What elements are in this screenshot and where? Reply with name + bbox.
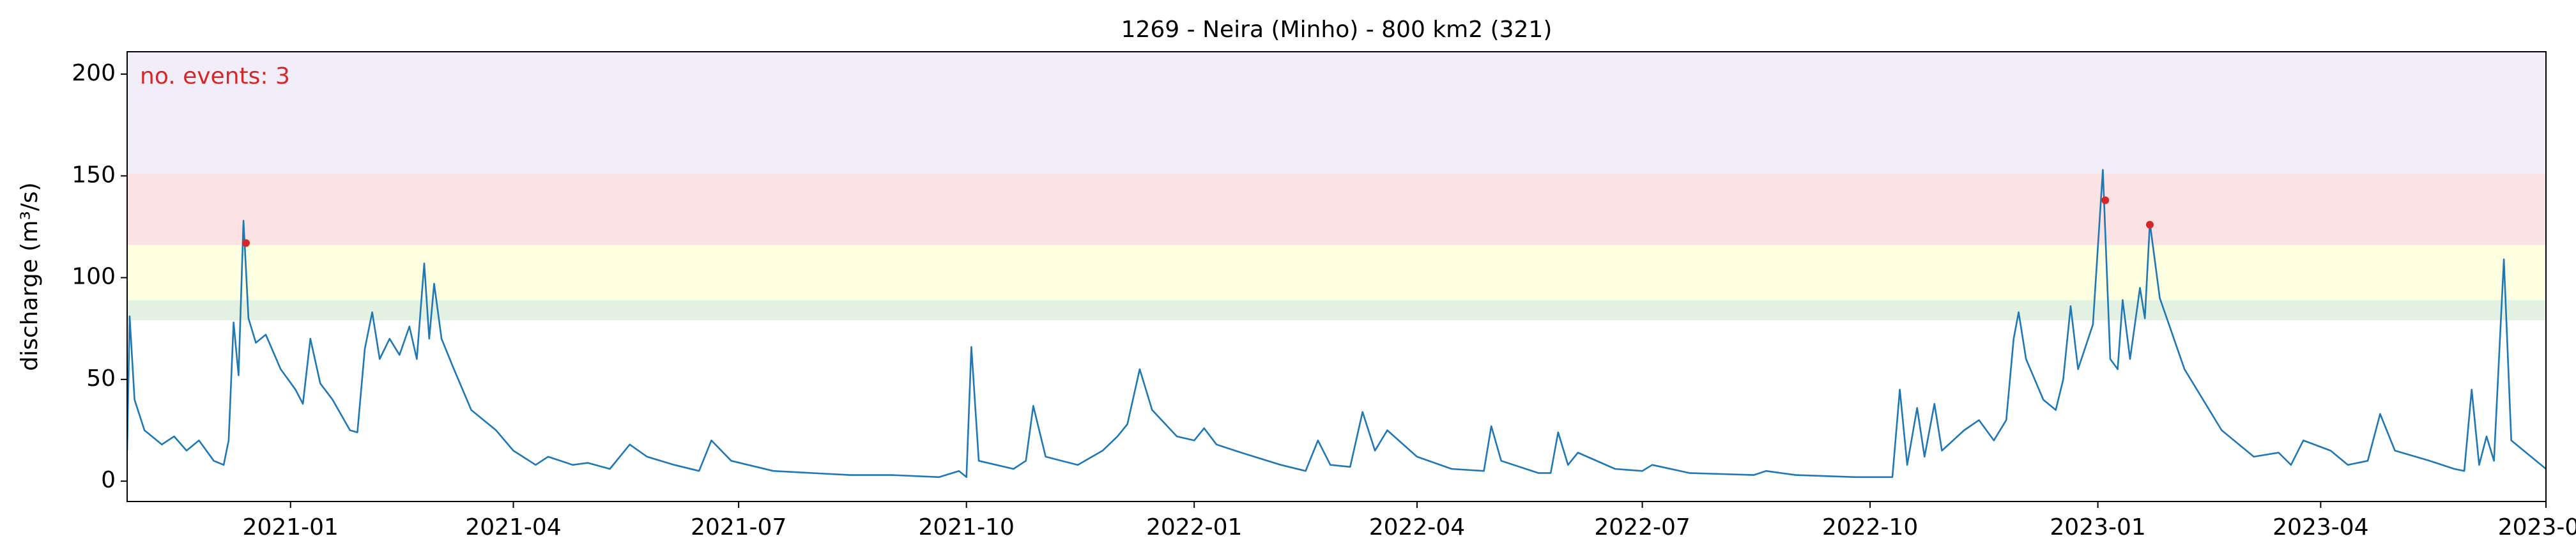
- threshold-band: [127, 52, 2546, 174]
- x-tick-label: 2021-07: [691, 514, 786, 540]
- y-tick-label: 200: [72, 60, 116, 86]
- x-tick-label: 2022-04: [1369, 514, 1465, 540]
- y-tick-label: 50: [86, 365, 116, 392]
- x-tick-label: 2023-04: [2273, 514, 2368, 540]
- x-tick-label: 2022-10: [1822, 514, 1918, 540]
- chart-title: 1269 - Neira (Minho) - 800 km2 (321): [1121, 17, 1552, 43]
- event-point: [2145, 220, 2154, 229]
- threshold-band: [127, 245, 2546, 300]
- x-tick-label: 2021-10: [918, 514, 1014, 540]
- x-tick-label: 2021-01: [243, 514, 339, 540]
- y-tick-label: 0: [101, 467, 116, 493]
- x-tick-label: 2023-01: [2050, 514, 2145, 540]
- y-tick-label: 150: [72, 162, 116, 188]
- x-tick-label: 2022-01: [1146, 514, 1242, 540]
- x-tick-label: 2022-07: [1594, 514, 1690, 540]
- event-point: [2101, 196, 2110, 204]
- y-tick-label: 100: [72, 264, 116, 290]
- threshold-band: [127, 300, 2546, 321]
- plot-frame: [126, 51, 2547, 502]
- threshold-band: [127, 174, 2546, 245]
- event-point: [242, 239, 250, 247]
- discharge-line: [127, 169, 2546, 479]
- events-annotation: no. events: 3: [140, 63, 290, 89]
- x-tick-label: 2023-07: [2498, 514, 2576, 540]
- x-tick-label: 2021-04: [465, 514, 561, 540]
- y-axis-label: discharge (m³/s): [17, 182, 43, 371]
